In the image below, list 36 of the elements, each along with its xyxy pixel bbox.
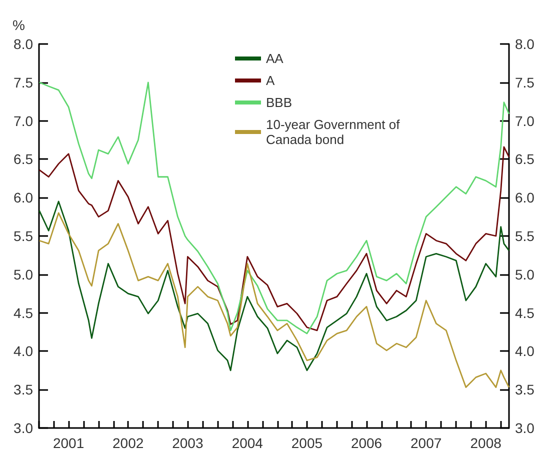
y-tick-label: 6.5 (14, 151, 34, 168)
y-tick-label: 4.5 (14, 304, 34, 321)
y2-tick-label: 6.0 (515, 190, 535, 206)
y2-tick-label: 8.0 (515, 36, 535, 52)
y2-tick-label: 3.0 (515, 420, 535, 436)
y2-tick-label: 4.5 (515, 304, 535, 321)
line-series (38, 146, 510, 332)
x-tick-label: 2008 (470, 435, 502, 451)
y-tick-label: 7.5 (14, 74, 34, 90)
x-tick-label: 2004 (232, 435, 264, 451)
y-tick-label: 5.5 (14, 228, 34, 244)
x-tick-label: 2007 (410, 435, 442, 451)
y-axis-title: % (12, 17, 25, 33)
y2-tick-label: 4.0 (515, 343, 535, 360)
legend-label: AA (266, 51, 284, 66)
y2-tick-label: 5.0 (515, 266, 535, 282)
x-tick-label: 2001 (52, 435, 84, 451)
x-tick-label: 2006 (350, 435, 382, 451)
y-tick-label: 5.0 (14, 266, 34, 282)
legend-label: BBB (266, 95, 292, 110)
y-tick-label: 6.0 (14, 190, 34, 206)
x-tick-label: 2005 (291, 435, 323, 451)
y-tick-label: 7.0 (14, 112, 34, 129)
y2-tick-label: 3.5 (515, 382, 535, 398)
y-tick-label: 4.0 (14, 343, 34, 360)
y2-tick-label: 5.5 (515, 228, 535, 244)
legend-label: 10-year Government of Canada bond (266, 117, 404, 147)
x-tick-label: 2003 (172, 435, 204, 451)
y-tick-label: 8.0 (14, 36, 34, 52)
x-tick-label: 2002 (112, 435, 144, 451)
y2-tick-label: 7.0 (515, 112, 535, 129)
y2-tick-label: 7.5 (515, 74, 535, 90)
y-tick-label: 3.5 (14, 382, 34, 398)
y2-tick-label: 6.5 (515, 151, 535, 168)
legend-label: A (266, 73, 275, 88)
y-tick-label: 3.0 (14, 420, 34, 436)
